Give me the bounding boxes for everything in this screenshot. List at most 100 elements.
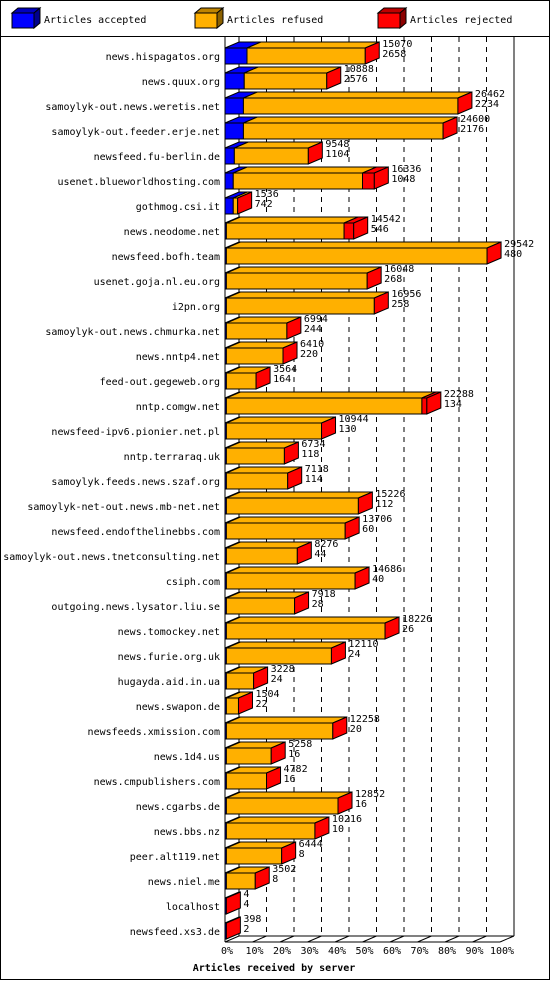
bar-segment-refused — [242, 122, 444, 140]
legend-item-rejected: Articles rejected — [376, 6, 512, 30]
bar-value-label: 3564 — [273, 364, 297, 375]
x-tick-label: 90% — [465, 946, 483, 957]
x-tick-mark — [252, 935, 267, 943]
x-tick-label: 30% — [300, 946, 318, 957]
category-label: feed-out.gegeweb.org — [100, 377, 220, 388]
bar-value-label: 16048 — [384, 264, 414, 275]
legend-label-accepted: Articles accepted — [44, 15, 146, 26]
bars: 1507026581088825762646222342460021769548… — [224, 39, 534, 940]
bar-segment-refused — [225, 347, 284, 365]
bar-segment-top-refused — [233, 166, 377, 174]
bar-value-label: 9548 — [325, 139, 349, 150]
category-label: news.cgarbs.de — [136, 802, 220, 813]
bar-value-label-secondary: 130 — [339, 424, 357, 435]
x-tick-mark — [334, 935, 350, 943]
category-label: outgoing.news.lysator.liu.se — [51, 602, 220, 613]
bar-value-label: 22288 — [444, 389, 474, 400]
bar-end-cap — [426, 391, 442, 415]
bar-value-label-secondary: 134 — [444, 399, 462, 410]
bar-value-label: 14686 — [372, 564, 402, 575]
category-label: samoylyk-net-out.news.mb-net.net — [27, 502, 220, 513]
category-label: news.cmpublishers.com — [94, 777, 220, 788]
bar-segment-refused — [225, 672, 255, 690]
bar-value-label-secondary: 22 — [255, 699, 267, 710]
x-tick-mark — [279, 935, 295, 943]
bar-segment-refused — [246, 47, 366, 65]
bar-end-cap — [314, 816, 330, 840]
bar-value-label-secondary: 26 — [402, 624, 414, 635]
bar-value-label: 10944 — [339, 414, 369, 425]
legend-swatch-rejected — [376, 6, 408, 30]
bar-value-label: 6410 — [300, 339, 324, 350]
category-label: news.nntp4.net — [136, 352, 220, 363]
bar-value-label: 12258 — [350, 714, 380, 725]
bar-value-label-secondary: 118 — [301, 449, 319, 460]
bar-segment-accepted — [224, 147, 235, 165]
bar-value-label: 12852 — [355, 789, 385, 800]
x-tick-label: 100% — [490, 946, 514, 957]
bar-segment-top-refused — [226, 716, 347, 724]
bar-segment-top-refused — [246, 41, 380, 49]
x-tick-mark — [499, 935, 515, 943]
bar-segment-accepted — [224, 72, 245, 90]
category-label: hugayda.aid.in.ua — [118, 677, 220, 688]
bar-value-label-secondary: 2234 — [475, 99, 499, 110]
bar-end-cap — [486, 241, 502, 265]
bar-end-cap — [266, 766, 282, 790]
x-tick-mark — [362, 935, 377, 943]
category-label: newsfeeds.xmission.com — [88, 727, 220, 738]
bar-value-label: 7918 — [312, 589, 336, 600]
bar-end-cap — [296, 541, 312, 565]
bar-end-cap — [253, 666, 269, 690]
x-tick-label: 0% — [221, 946, 233, 957]
bar-value-label-secondary: 1104 — [325, 149, 349, 160]
x-tick-mark — [389, 935, 405, 943]
category-label: i2pn.org — [172, 302, 220, 313]
bar-value-label-secondary: 258 — [391, 299, 409, 310]
bar-end-cap — [321, 416, 337, 440]
bar-value-label-secondary: 44 — [314, 549, 326, 560]
bar-value-label: 3228 — [271, 664, 295, 675]
bar-segment-top-refused — [226, 291, 389, 299]
bar-segment-refused — [232, 172, 363, 190]
bar-segment-top-refused — [226, 791, 353, 799]
bar-segment-refused — [242, 97, 459, 115]
category-label: samoylyk-out.news.weretis.net — [45, 102, 220, 113]
bar-segment-rejected — [343, 222, 355, 240]
category-label: newsfeed.fu-berlin.de — [94, 152, 220, 163]
bar-end-cap — [364, 41, 380, 65]
bar-segment-refused — [225, 372, 257, 390]
bar-segment-top-refused — [226, 516, 360, 524]
category-label: samoylyk-out.news.chmurka.net — [45, 327, 220, 338]
bar-segment-refused — [225, 597, 296, 615]
category-label: peer.alt119.net — [130, 852, 220, 863]
bar-end-cap — [307, 141, 323, 165]
bar-value-label-secondary: 2 — [243, 924, 249, 935]
bar-end-cap — [225, 916, 241, 940]
bar-value-label-secondary: 8 — [272, 874, 278, 885]
bar-end-cap — [286, 316, 302, 340]
x-tick-label: 50% — [355, 946, 373, 957]
bar-end-cap — [294, 591, 310, 615]
bar-end-cap — [326, 66, 342, 90]
category-labels: news.hispagatos.org news.quux.org samoylyk… — [3, 52, 220, 938]
bar-value-label: 10216 — [332, 814, 362, 825]
bar-segment-refused — [225, 722, 334, 740]
